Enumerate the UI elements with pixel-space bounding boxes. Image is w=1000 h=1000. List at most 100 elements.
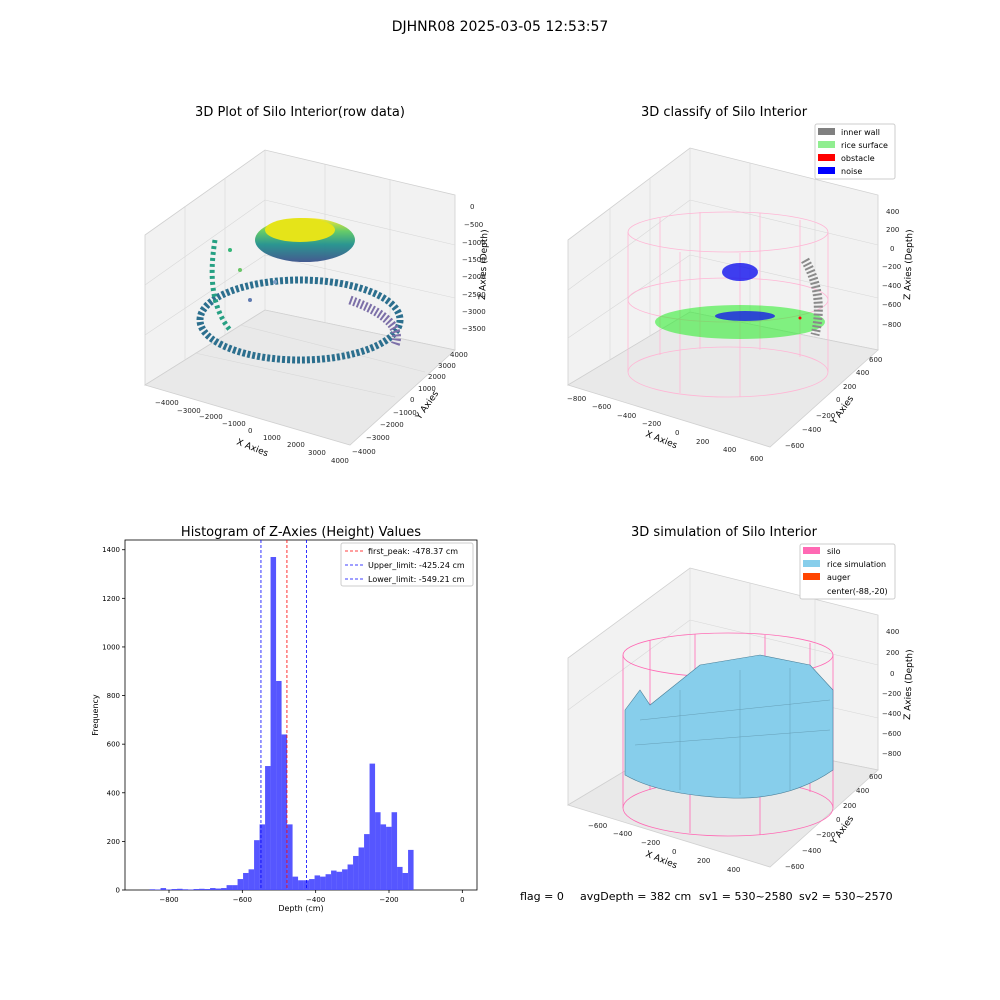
z-tick-label: 200 [886, 649, 899, 657]
grid-line [689, 199, 879, 246]
hist-bar-29 [309, 879, 315, 890]
hist-bar-44 [391, 812, 398, 890]
grid-line [689, 619, 879, 666]
panel1-title: 3D Plot of Silo Interior(row data) [195, 105, 405, 120]
panel1-axes-box [144, 149, 456, 446]
mesh-line [634, 729, 831, 746]
z-tick-label: −2000 [462, 273, 486, 281]
sv1-text: sv1 = 530~2580 [699, 890, 793, 903]
y-tick-label: 0 [836, 396, 840, 404]
z-tick-label: 200 [886, 226, 899, 234]
z-tick-label: −600 [882, 730, 901, 738]
panel-classify-3d: 3D classify of Silo Interior [567, 105, 915, 463]
z-tick-label: −400 [882, 282, 901, 290]
y-tick-label: −600 [785, 442, 804, 450]
panel-histogram: Histogram of Z-Axies (Height) Values −80… [91, 525, 478, 913]
y-tick-label: −400 [802, 426, 821, 434]
panel2-xlabel: X Axies [644, 430, 679, 452]
x-tick-label: 400 [727, 866, 740, 874]
grid-line [264, 199, 456, 246]
hist-bar-30 [314, 875, 321, 890]
hist-bar-38 [358, 847, 365, 890]
panel2-ylabel: Y Axies [829, 394, 857, 427]
hist-bar-46 [402, 872, 409, 890]
flag-text: flag = 0 [520, 890, 564, 903]
hist-bar-45 [397, 866, 403, 890]
z-tick-label: −3500 [462, 325, 486, 333]
x-tick-label: 0 [248, 427, 252, 435]
grid-line [144, 254, 266, 336]
hist-bar-22 [270, 557, 277, 890]
hist-bar-19 [254, 840, 260, 890]
legend-swatch-rice-simulation [803, 560, 820, 567]
z-tick-label: −400 [882, 710, 901, 718]
hist-bar-34 [336, 871, 343, 890]
y-tick-label: 400 [856, 787, 869, 795]
noise-points [722, 263, 758, 281]
panel-raw-3d: 3D Plot of Silo Interior(row data) [144, 105, 490, 465]
x-tick-label: 0 [460, 896, 464, 904]
grid-line [239, 324, 426, 373]
x-tick-label: −600 [233, 896, 252, 904]
y-tick-label: −400 [802, 847, 821, 855]
z-tick-label: −200 [882, 263, 901, 271]
z-tick-label: −1000 [462, 239, 486, 247]
y-tick-label: 0 [836, 816, 840, 824]
z-tick-label: 400 [886, 208, 899, 216]
panel4-y-ticks: −600 −400 −200 0 200 400 600 [785, 773, 882, 871]
hist-y-ticks: 0 200 400 600 800 1000 1200 1400 [102, 546, 125, 895]
grid-line [264, 254, 456, 299]
hist-bar-18 [248, 869, 255, 890]
x-tick-label: 0 [672, 848, 676, 856]
y-tick-label: 400 [107, 789, 120, 797]
grid-line [567, 619, 691, 711]
panel2-zlabel: Z Axies (Depth) [903, 229, 915, 300]
sv2-text: sv2 = 530~2570 [799, 890, 893, 903]
y-tick-label: 800 [107, 692, 120, 700]
y-tick-label: −1000 [393, 409, 417, 417]
x-tick-label: 600 [750, 455, 763, 463]
z-tick-label: −2500 [462, 291, 486, 299]
grid-line [194, 352, 396, 398]
hist-bar-23 [276, 680, 282, 890]
hist-bar-27 [298, 880, 304, 890]
x-tick-label: 0 [675, 429, 679, 437]
legend-label-obstacle: obstacle [841, 154, 875, 163]
panel1-y-ticks: −4000 −3000 −2000 −1000 0 1000 2000 3000… [352, 351, 468, 456]
noise-points [715, 311, 775, 321]
hist-bar-5 [177, 888, 183, 890]
legend-swatch-noise [818, 167, 835, 174]
hist-bar-20 [259, 824, 266, 890]
panel4-z-ticks: 400 200 0 −200 −400 −600 −800 [882, 628, 901, 758]
x-tick-label: −800 [159, 896, 178, 904]
y-tick-label: −4000 [352, 448, 376, 456]
y-tick-label: 400 [856, 369, 869, 377]
hist-legend-frame [340, 542, 474, 587]
legend-label-rice-surface: rice surface [841, 141, 888, 150]
y-tick-label: 600 [869, 356, 882, 364]
x-tick-label: −2000 [199, 413, 223, 421]
hist-bar-40 [369, 763, 376, 890]
panel2-title: 3D classify of Silo Interior [641, 105, 808, 120]
hist-bar-24 [281, 734, 288, 890]
z-tick-label: −600 [882, 301, 901, 309]
hist-bar-37 [353, 855, 359, 890]
hist-vlines [260, 540, 307, 890]
hist-bar-25 [287, 824, 293, 890]
legend-swatch-inner-wall [818, 128, 835, 135]
panel2-y-ticks: −600 −400 −200 0 200 400 600 [785, 356, 882, 450]
panel1-x-ticks: −4000 −3000 −2000 −1000 0 1000 2000 3000… [155, 399, 349, 465]
y-tick-label: 200 [843, 802, 856, 810]
hist-bar-16 [237, 879, 244, 890]
y-tick-label: 2000 [428, 373, 446, 381]
legend-label-auger: auger [827, 573, 851, 582]
y-tick-label: 200 [843, 383, 856, 391]
x-tick-label: −4000 [155, 399, 179, 407]
grid-line [689, 254, 879, 299]
scatter-point [248, 298, 252, 302]
hist-bar-2 [160, 888, 167, 890]
panel1-scatter-points [196, 218, 404, 364]
avg-depth-text: avgDepth = 382 cm [580, 890, 691, 903]
legend-label-silo: silo [827, 547, 841, 556]
y-tick-label: −200 [816, 412, 835, 420]
